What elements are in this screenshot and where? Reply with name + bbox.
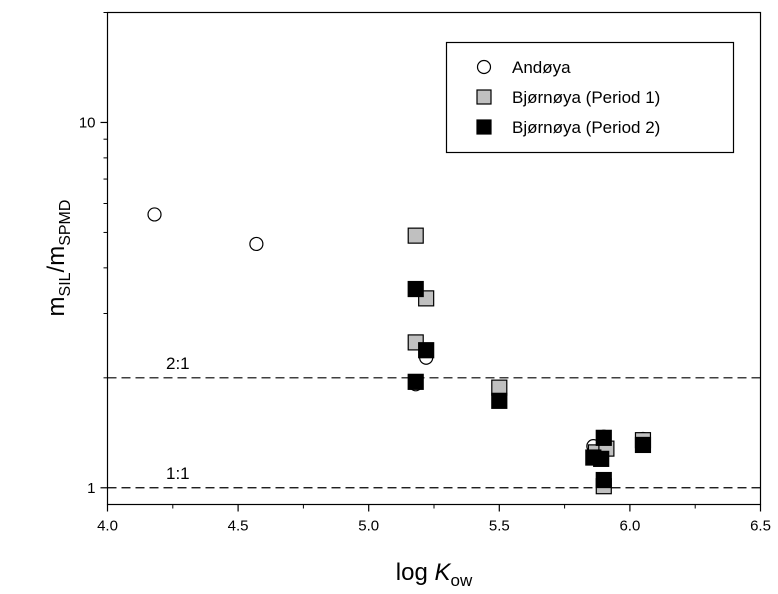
x-tick-label: 5.0 bbox=[358, 518, 379, 535]
x-axis: 4.0 4.5 5.0 5.5 6.0 6.5 bbox=[97, 504, 771, 535]
y-tick-label: 10 bbox=[79, 114, 96, 131]
x-axis-title: log Kow bbox=[396, 559, 473, 590]
legend: Andøya Bjørnøya (Period 1) Bjørnøya (Perio… bbox=[445, 41, 735, 154]
bjornoya-period2-point bbox=[634, 436, 652, 454]
legend-marker-period1 bbox=[476, 89, 492, 105]
legend-label: Andøya bbox=[512, 58, 571, 77]
bjornoya-period2-point bbox=[593, 450, 610, 467]
x-tick-label: 4.0 bbox=[97, 518, 118, 535]
legend-marker-andoya bbox=[476, 59, 492, 75]
bjornoya-period2-point bbox=[595, 429, 612, 446]
legend-box bbox=[445, 41, 735, 154]
bjornoya-period2-point bbox=[491, 392, 508, 409]
y-axis-title: mSIL/mSPMD bbox=[43, 200, 74, 317]
y-axis: 1 10 bbox=[79, 12, 108, 497]
bjornoya-period1-point bbox=[407, 227, 424, 244]
y-tick-label: 1 bbox=[87, 480, 95, 497]
andoya-point bbox=[249, 236, 264, 252]
x-tick-label: 6.5 bbox=[750, 518, 771, 535]
x-tick-label: 6.0 bbox=[619, 518, 640, 535]
bjornoya-period2-point bbox=[407, 373, 424, 390]
reference-line-label: 1:1 bbox=[166, 464, 190, 483]
legend-label: Bjørnøya (Period 2) bbox=[512, 118, 660, 137]
x-tick-label: 5.5 bbox=[489, 518, 510, 535]
bjornoya-period2-point bbox=[595, 471, 612, 489]
legend-label: Bjørnøya (Period 1) bbox=[512, 88, 660, 107]
bjornoya-period2-point bbox=[418, 342, 435, 359]
legend-marker-period2 bbox=[476, 119, 492, 135]
bjornoya-period2-point bbox=[407, 280, 424, 298]
reference-line-label: 2:1 bbox=[166, 354, 190, 373]
x-tick-label: 4.5 bbox=[228, 518, 249, 535]
reference-lines: 2:1 1:1 bbox=[107, 354, 761, 489]
andoya-point bbox=[147, 207, 162, 222]
data-points bbox=[147, 207, 652, 495]
